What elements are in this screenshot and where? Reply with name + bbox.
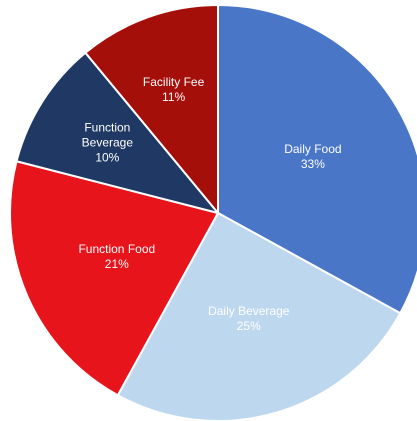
- slice-label: Function Beverage 10%: [67, 120, 147, 165]
- slice-value: 11%: [162, 89, 186, 104]
- slice-category: Function Food: [78, 241, 156, 256]
- slice-category: Daily Beverage: [208, 303, 290, 318]
- pie-slice: [217, 3, 417, 315]
- slice-label: Daily Food 33%: [253, 142, 373, 172]
- slice-label: Facility Fee 11%: [134, 75, 214, 105]
- slice-category: Function Beverage: [81, 120, 134, 150]
- pie-slice: [84, 3, 219, 216]
- pie-slice: [116, 211, 402, 421]
- pie-slice: [15, 51, 221, 215]
- slice-label: Function Food 21%: [57, 242, 177, 272]
- slice-value: 33%: [300, 156, 325, 171]
- slice-value: 21%: [104, 256, 129, 271]
- slice-value: 25%: [236, 318, 261, 333]
- slice-value: 10%: [95, 150, 120, 165]
- slice-category: Daily Food: [284, 141, 342, 156]
- slice-label: Daily Beverage 25%: [189, 304, 309, 334]
- pie-slice: [9, 160, 220, 397]
- slice-category: Facility Fee: [142, 74, 205, 89]
